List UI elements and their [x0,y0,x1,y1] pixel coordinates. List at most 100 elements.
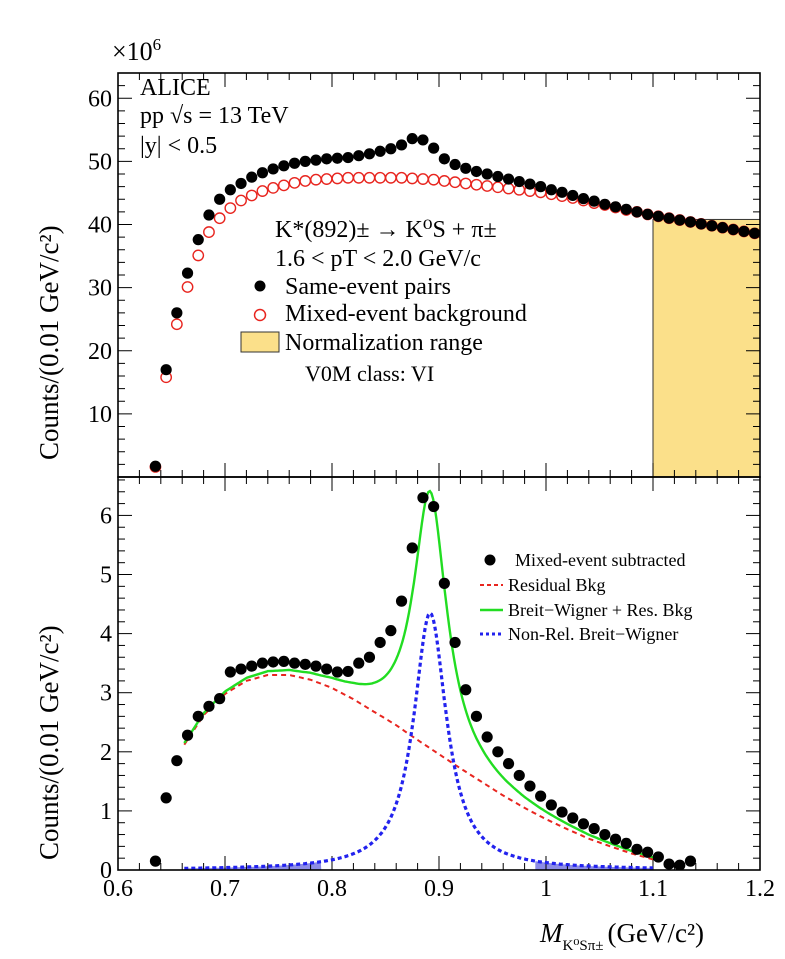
same-event-point [171,307,183,319]
same-event-point [524,178,536,190]
mixed-event-point [417,173,429,185]
legend-bw-bkg-label: Breit−Wigner + Res. Bkg [508,600,693,620]
same-event-point [224,184,236,196]
subtracted-point [588,823,600,835]
mixed-event-point [320,173,333,185]
same-event-point [438,153,450,165]
same-event-point [214,193,226,205]
subtracted-point [556,806,568,818]
top-y-axis-label: Counts/(0.01 GeV/c²) [34,225,64,460]
pt-range-label: 1.6 < pT < 2.0 GeV/c [275,246,481,272]
y-tick-label: 2 [100,740,112,766]
subtracted-point [428,500,440,513]
same-event-point [321,153,333,165]
mixed-event-point [384,171,397,184]
mixed-event-point [374,171,387,184]
y-tick-label: 6 [100,503,112,529]
same-event-point [535,181,547,193]
legend-same-event-marker [254,280,266,292]
subtracted-point [524,780,536,792]
y-tick-label: 20 [88,339,112,365]
mixed-event-point [310,173,322,186]
normalization-range-band [652,218,761,478]
same-event-point [620,203,632,215]
mixed-event-point [331,172,344,185]
same-event-point [160,364,172,376]
mixed-event-point [342,171,354,184]
system-label: pp √s = 13 TeV [140,103,289,129]
same-event-point [513,175,525,188]
subtracted-point [149,855,162,867]
same-event-point [588,195,600,207]
mixed-event-point [491,181,504,194]
subtracted-point [331,666,343,678]
same-event-point [278,160,290,172]
same-event-point [235,177,247,190]
subtracted-point [214,693,226,705]
bw-plus-bkg-curve [183,489,654,859]
mixed-event-point [363,171,376,184]
y-tick-label: 60 [88,86,112,112]
mixed-event-point [192,249,205,262]
subtracted-point [321,663,333,675]
same-event-point [181,267,194,279]
same-event-point [556,186,568,198]
mixed-event-point [256,185,269,197]
same-event-point [695,218,707,230]
subtracted-point [663,858,675,870]
residual-bkg-curve [183,674,654,861]
subtracted-point [406,542,418,554]
x-tick-label: 0.9 [424,876,454,902]
subtracted-point [545,799,557,811]
top-data-points [149,133,760,473]
subtracted-point [449,636,461,649]
y-tick-label: 40 [88,213,112,239]
subtracted-point [203,700,215,712]
same-event-point [716,222,729,234]
subtracted-point [310,660,322,672]
subtracted-point [674,859,686,870]
subtracted-point [417,492,429,504]
same-event-point [492,170,504,183]
same-event-point [738,225,750,238]
bottom-axis-ticks: 1 2 3 4 5 6 0.6 0.7 0.8 0.9 1 1.1 1.2 0 [100,477,775,902]
subtracted-point [470,710,483,722]
mixed-event-point [481,180,494,192]
y-tick-label: 30 [88,276,112,302]
subtracted-point [256,657,269,669]
mixed-event-point [224,202,237,214]
same-event-point [299,155,311,167]
legend-subtracted-label: Mixed-event subtracted [515,550,685,570]
subtracted-point [342,665,354,678]
same-event-point [374,145,386,157]
mixed-event-point [406,172,419,185]
same-event-point [363,148,376,160]
mixed-event-point [288,176,301,189]
subtracted-point [438,577,450,589]
same-event-point [310,154,322,166]
same-event-point [385,143,397,155]
mixed-event-point [438,175,451,187]
subtracted-point [246,660,258,672]
same-event-point [706,220,718,232]
subtracted-point [567,812,579,824]
same-event-point [642,208,654,220]
mixed-event-point [470,178,483,191]
nonrel-bw-curve [184,610,654,870]
mixed-event-point [395,171,408,184]
top-legend: Same-event pairs Mixed-event background … [240,274,527,386]
bottom-plot-frame [117,476,761,871]
legend-normalization-label: Normalization range [285,330,483,356]
same-event-point [256,167,269,179]
same-event-point [395,139,408,151]
subtracted-point [288,657,301,669]
mixed-event-point [170,318,183,331]
bottom-legend: Mixed-event subtracted Residual Bkg Brei… [480,550,693,644]
subtracted-point [363,651,376,663]
y-tick-label: 10 [88,402,112,428]
subtracted-point [374,636,386,649]
same-event-point [631,206,643,218]
subtracted-point [642,846,654,858]
mixed-event-point [459,177,472,190]
